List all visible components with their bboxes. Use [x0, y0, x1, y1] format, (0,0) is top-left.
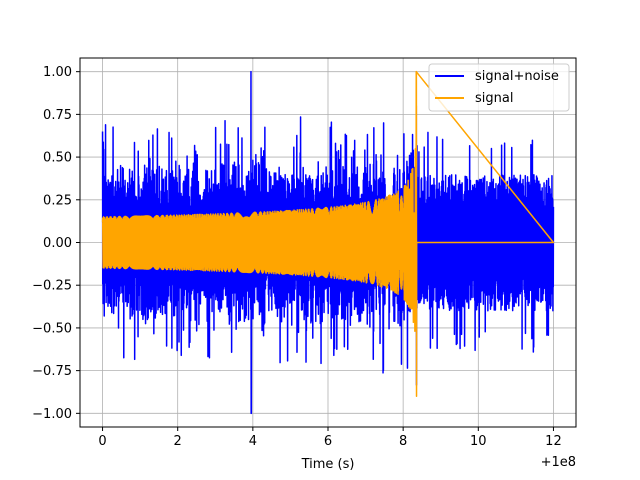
x-offset-label: +1e8: [541, 455, 576, 470]
y-tick-label: 0.25: [43, 193, 72, 208]
x-tick-label: 2: [174, 434, 182, 449]
legend: signal+noise signal: [428, 63, 570, 112]
plot-lines: [101, 70, 555, 415]
y-tick-label: −1.00: [32, 407, 72, 422]
legend-label-signal: signal: [475, 91, 513, 106]
y-tick-label: −0.50: [32, 321, 72, 336]
x-tick-label: 12: [545, 434, 562, 449]
y-tick-label: −0.25: [32, 279, 72, 294]
y-tick-label: 1.00: [43, 65, 72, 80]
x-tick-label: 8: [399, 434, 407, 449]
x-tick-label: 4: [249, 434, 257, 449]
x-axis-label: Time (s): [301, 457, 355, 472]
y-tick-label: 0.00: [43, 236, 72, 251]
x-tick-label: 6: [324, 434, 332, 449]
x-tick-label: 10: [470, 434, 487, 449]
x-axis: 0 2 4 6 8 10 12: [98, 427, 562, 449]
y-tick-label: 0.75: [43, 108, 72, 123]
x-tick-label: 0: [98, 434, 106, 449]
legend-label-signal-noise: signal+noise: [475, 69, 559, 84]
y-axis: −1.00 −0.75 −0.50 −0.25 0.00 0.25 0.50 0.75 1.00: [32, 65, 80, 422]
series-signal: [101, 70, 555, 397]
y-tick-label: −0.75: [32, 364, 72, 379]
y-tick-label: 0.50: [43, 151, 72, 166]
